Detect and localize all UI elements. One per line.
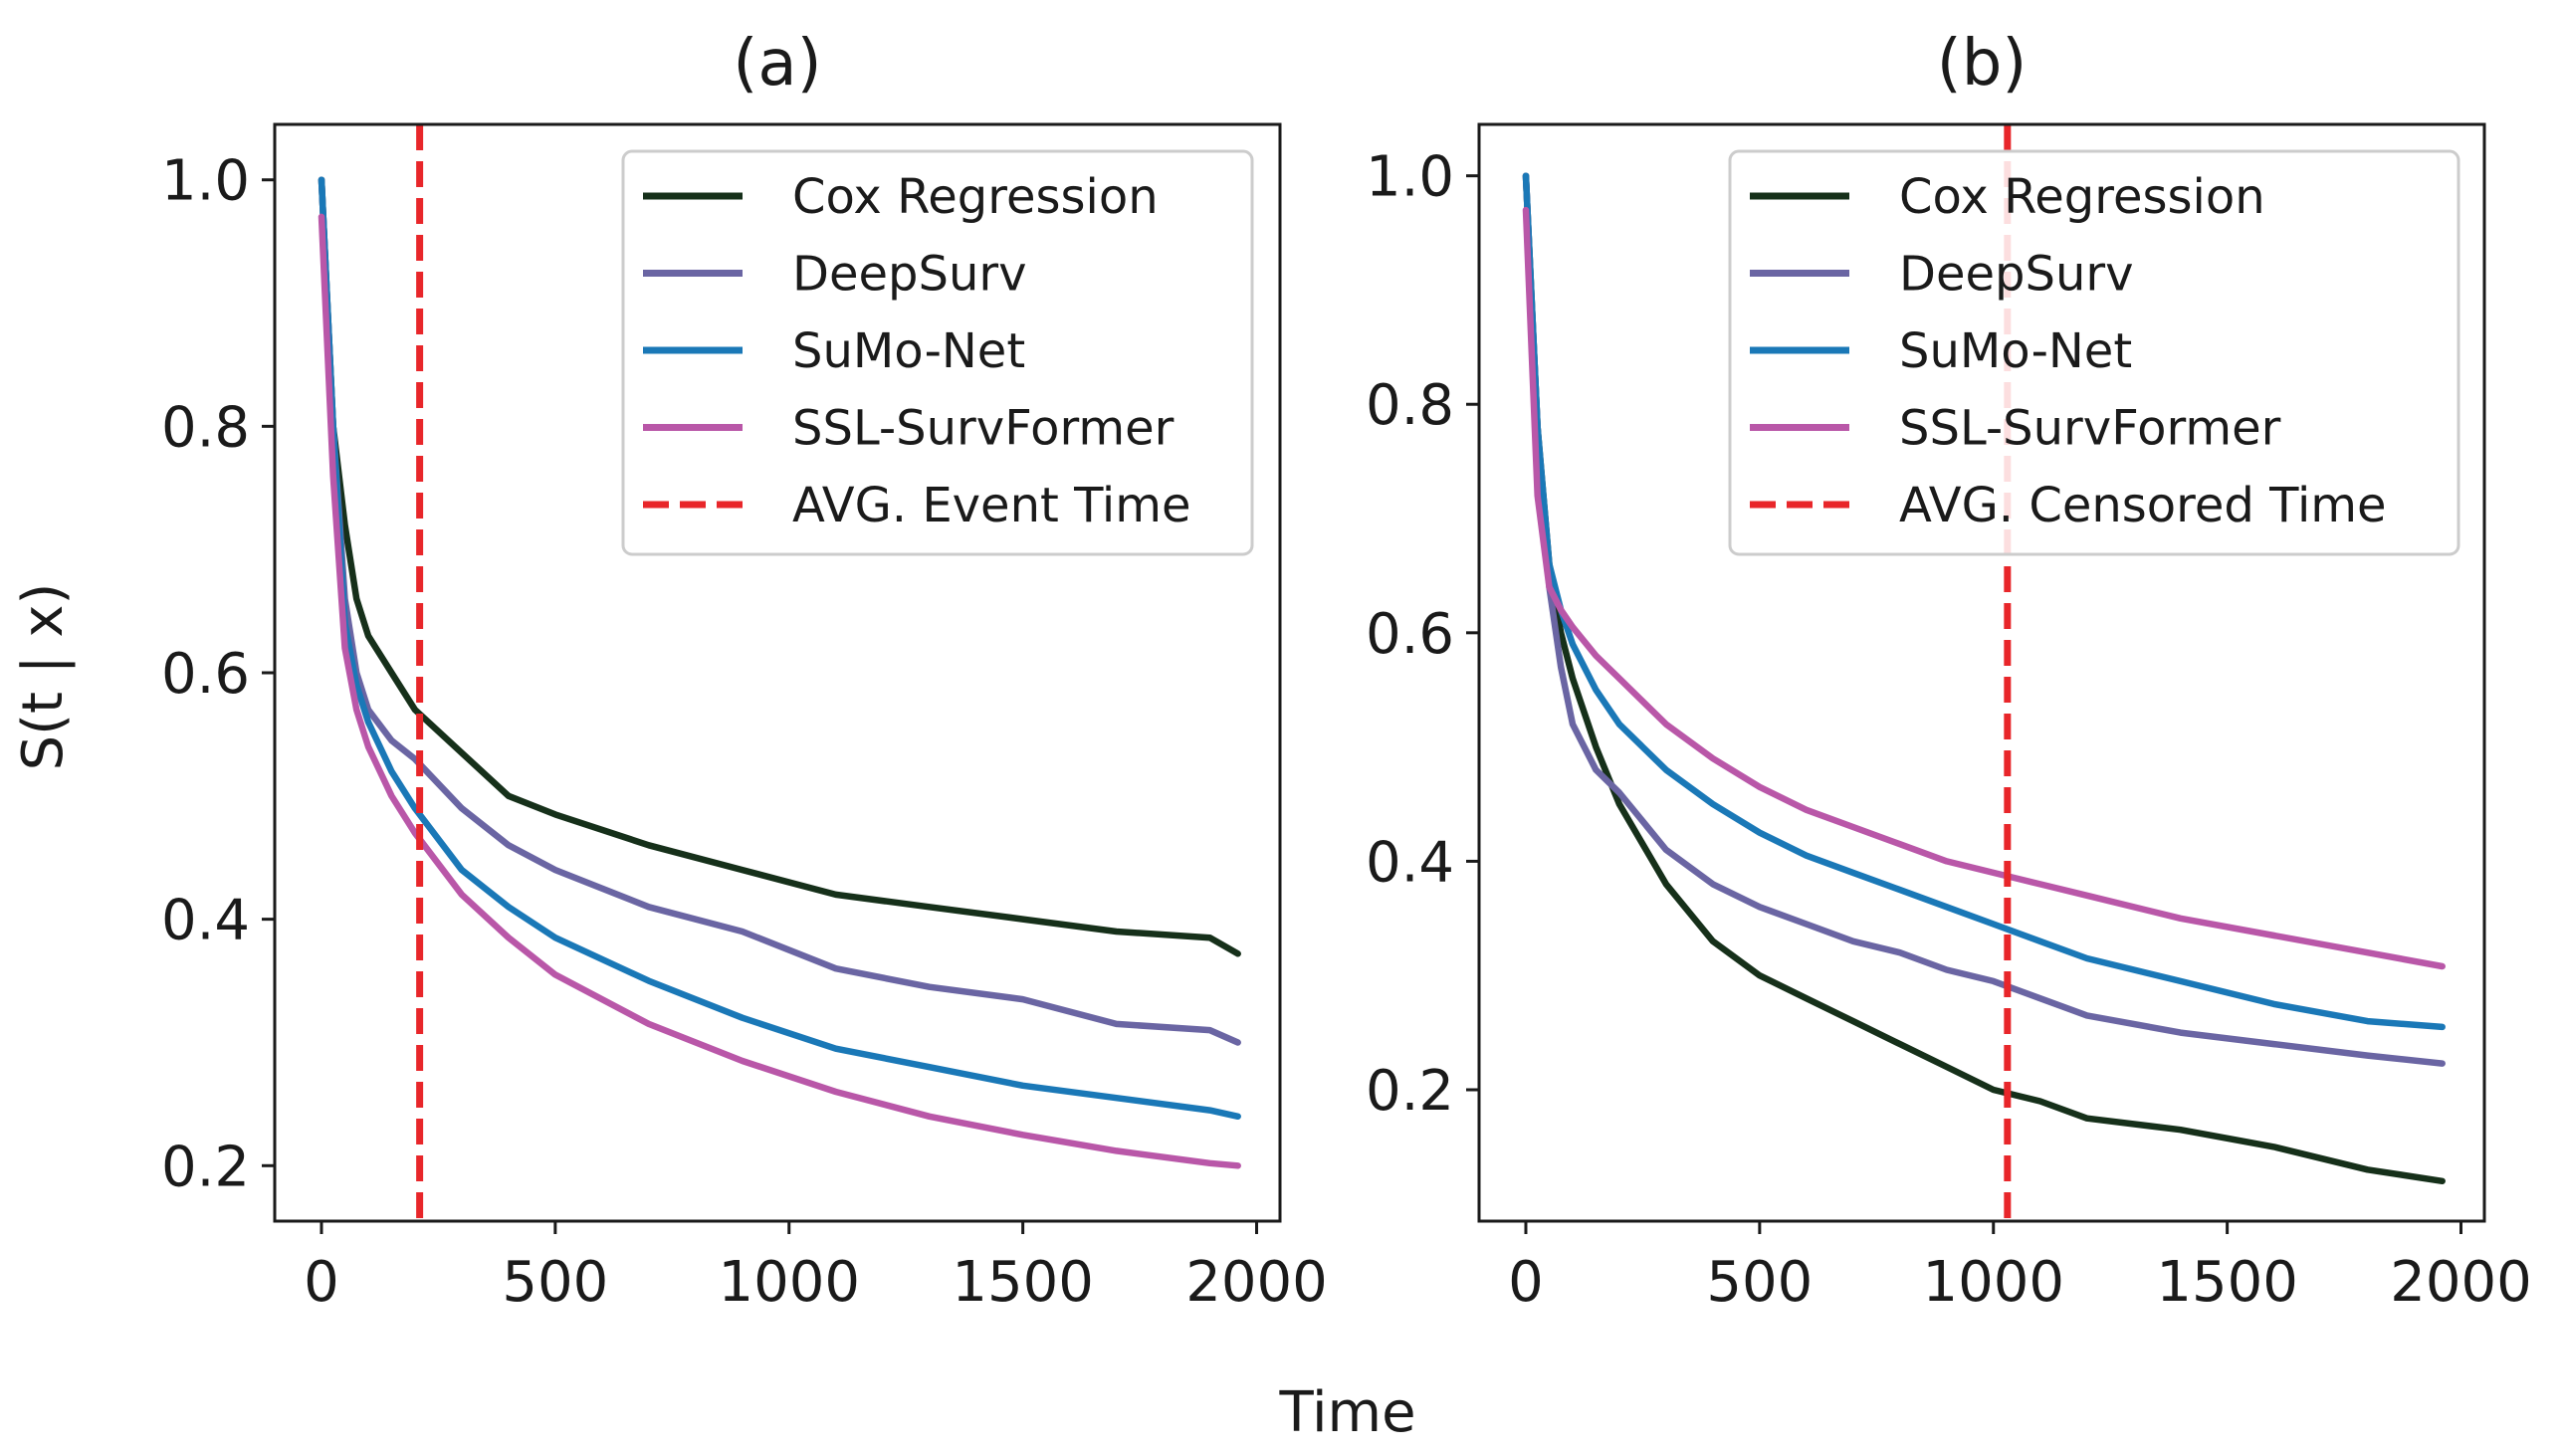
- x-tick-label: 500: [1706, 1250, 1813, 1315]
- plot-content: [1522, 124, 2446, 1221]
- legend-box: [1728, 149, 2460, 556]
- legend-label: SSL-SurvFormer: [792, 401, 1175, 457]
- y-tick-label: 0.2: [161, 1135, 250, 1199]
- x-tick-label: 500: [502, 1250, 608, 1315]
- y-tick-label: 0.4: [1366, 830, 1454, 895]
- x-tick-label: 0: [304, 1250, 339, 1315]
- series-line-cox-regression: [318, 176, 1241, 957]
- y-tick-label: 0.6: [1366, 602, 1454, 667]
- panel-a: 0 500 1000 1500 2000 0.2 0.4 0.6 0.8 1.0 (a) Cox Re…: [161, 27, 1328, 1315]
- series-line-ssl-survformer: [318, 213, 1241, 1169]
- series-line-ssl-survformer: [1522, 206, 2446, 970]
- legend: Cox Regression DeepSurv SuMo-Net SSL-SurvFo…: [621, 149, 1254, 556]
- y-tick-label: 0.6: [161, 642, 250, 707]
- y-tick-label: 1.0: [161, 149, 250, 214]
- legend-label: SuMo-Net: [1899, 323, 2132, 379]
- y-tick-label: 0.8: [1366, 373, 1454, 438]
- legend-label: AVG. Censored Time: [1899, 478, 2387, 533]
- y-tick-label: 1.0: [1366, 145, 1454, 210]
- series-line-deepsurv: [1522, 172, 2446, 1067]
- plot-content: [318, 124, 1241, 1221]
- x-axis-label: Time: [1278, 1380, 1415, 1445]
- legend: Cox Regression DeepSurv SuMo-Net SSL-SurvFo…: [1728, 149, 2460, 556]
- legend-label: SuMo-Net: [792, 323, 1025, 379]
- legend-label: DeepSurv: [792, 247, 1027, 303]
- panel-b: 0 500 1000 1500 2000 0.2 0.4 0.6 0.8 1.0 (b) Cox Re…: [1366, 27, 2532, 1315]
- y-axis-label: S(t | x): [11, 583, 76, 771]
- x-tick-label: 1000: [1922, 1250, 2064, 1315]
- chart-title: (b): [1937, 27, 2028, 101]
- legend-label: Cox Regression: [1899, 169, 2265, 225]
- series-line-sumo-net: [318, 176, 1241, 1121]
- legend-label: AVG. Event Time: [792, 478, 1191, 533]
- series-line-cox-regression: [1522, 172, 2446, 1185]
- x-tick-label: 0: [1508, 1250, 1544, 1315]
- x-tick-label: 2000: [1185, 1250, 1328, 1315]
- x-tick-label: 1000: [718, 1250, 860, 1315]
- legend-label: SSL-SurvFormer: [1899, 401, 2281, 457]
- legend-label: DeepSurv: [1899, 247, 2134, 303]
- x-tick-label: 1500: [952, 1250, 1094, 1315]
- x-tick-label: 1500: [2156, 1250, 2298, 1315]
- legend-label: Cox Regression: [792, 169, 1159, 225]
- y-tick-label: 0.4: [161, 889, 250, 953]
- legend-box: [621, 149, 1254, 556]
- axes-frame: [1477, 122, 2486, 1223]
- chart-title: (a): [733, 27, 821, 101]
- y-tick-label: 0.2: [1366, 1059, 1454, 1124]
- y-tick-label: 0.8: [161, 395, 250, 460]
- x-tick-label: 2000: [2390, 1250, 2532, 1315]
